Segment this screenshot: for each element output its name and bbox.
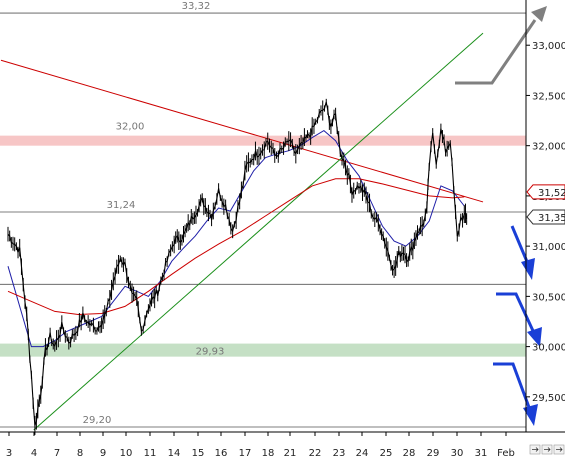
descending-trendline: [0, 59, 484, 203]
price-tag-label: 31,35: [538, 213, 565, 224]
bearish-arrow-head: [521, 258, 535, 280]
x-tick-label: 11: [144, 448, 157, 459]
x-tick-label: 15: [192, 448, 205, 459]
bearish-scenario-arrow: [496, 292, 536, 334]
x-tick-label: 21: [284, 448, 297, 459]
x-tick-label: 10: [120, 448, 133, 459]
bullish-arrow-head: [531, 6, 547, 22]
x-tick-label: 8: [77, 448, 83, 459]
x-tick-label: 29: [427, 448, 440, 459]
price-tag-box: [526, 209, 565, 225]
bearish-arrow-head: [527, 327, 542, 347]
zone-label: 29,93: [196, 347, 225, 358]
x-tick-label: 25: [380, 448, 393, 459]
x-tick-label: 24: [356, 448, 369, 459]
trendlines: [0, 32, 484, 431]
scenario-arrows: [455, 6, 547, 426]
x-tick-label: 4: [31, 448, 37, 459]
price-tags: 31,52 31,35: [526, 184, 565, 225]
y-tick-label: 32,000: [532, 142, 565, 153]
price-line: [7, 101, 468, 426]
level-label: 29,20: [83, 415, 112, 426]
x-tick-label: 22: [309, 448, 322, 459]
bearish-scenario-arrow: [510, 225, 530, 265]
y-tick-label: 33,000: [532, 41, 565, 52]
x-tick-label: 18: [262, 448, 275, 459]
price-series: [7, 98, 468, 435]
x-tick-label: 31: [475, 448, 488, 459]
price-tag-label: 31,52: [538, 188, 565, 199]
scroll-left-icon-glyph: [532, 447, 539, 452]
x-tick-label: 9: [100, 448, 106, 459]
y-tick-label: 29,500: [532, 393, 565, 404]
x-tick-label: Feb: [497, 448, 515, 459]
y-tick-label: 30,500: [532, 292, 565, 303]
level-lines: 33,32 31,24 29,20 32,00 29,93: [0, 1, 526, 428]
axes: [0, 0, 565, 433]
level-label: 31,24: [107, 200, 136, 211]
y-tick-label: 30,000: [532, 343, 565, 354]
shaded-zones: [0, 135, 526, 357]
x-tick-label: 7: [54, 448, 60, 459]
x-tick-label: 16: [215, 448, 228, 459]
scroll-controls[interactable]: [529, 444, 565, 455]
x-tick-label: 17: [239, 448, 252, 459]
moving-average-slow: [7, 178, 465, 316]
tick-labels: 33,00032,50032,00031,50031,00030,50030,0…: [6, 41, 565, 459]
price-tag-box: [526, 184, 565, 200]
zoom-icon-glyph: [556, 447, 563, 452]
ascending-trendline: [33, 32, 484, 431]
bearish-arrow-head: [523, 404, 538, 426]
bullish-scenario-arrow: [455, 19, 537, 85]
scroll-right-icon-glyph: [544, 447, 551, 452]
y-tick-label: 32,500: [532, 91, 565, 102]
x-tick-label: 3: [6, 448, 12, 459]
bearish-scenario-arrow: [493, 362, 532, 411]
zone-band: [0, 343, 526, 357]
zone-label: 32,00: [116, 122, 145, 133]
moving-averages: [7, 129, 465, 348]
y-tick-label: 31,000: [532, 242, 565, 253]
x-tick-label: 14: [168, 448, 181, 459]
level-label: 33,32: [182, 1, 211, 12]
x-tick-label: 30: [451, 448, 464, 459]
zone-band: [0, 135, 526, 146]
x-tick-label: 23: [333, 448, 346, 459]
x-tick-label: 28: [403, 448, 416, 459]
